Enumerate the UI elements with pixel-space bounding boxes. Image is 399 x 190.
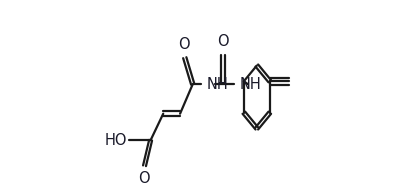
Text: O: O bbox=[217, 34, 229, 49]
Text: HO: HO bbox=[105, 133, 127, 148]
Text: NH: NH bbox=[239, 77, 261, 92]
Text: O: O bbox=[178, 37, 190, 52]
Text: NH: NH bbox=[207, 77, 229, 92]
Text: O: O bbox=[138, 171, 149, 186]
